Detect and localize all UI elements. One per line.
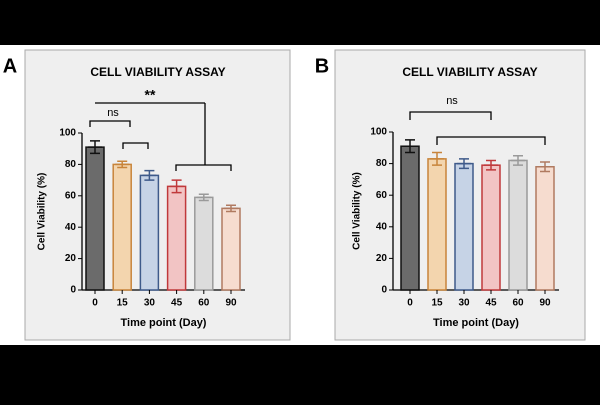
x-axis-label: Time point (Day) [433,317,519,329]
error-bar [457,158,471,170]
significance-bracket [436,136,546,145]
bar [139,174,160,291]
significance-label: ns [107,107,119,119]
y-tick-label: 0 [70,285,76,296]
error-bar [511,154,525,166]
x-tick-label: 0 [92,298,98,309]
error-bar [538,161,552,173]
y-tick-label: 0 [381,285,387,296]
x-tick-label: 45 [485,298,497,309]
bar [85,146,105,291]
bar [535,166,555,291]
error-bar [115,160,130,169]
panel-label: A [3,55,17,77]
x-tick-label: 60 [512,298,524,309]
error-bar [196,193,211,202]
bar [166,185,187,291]
significance-bracket [89,120,131,127]
panel-label: B [315,55,329,77]
x-tick-label: 90 [539,298,551,309]
y-tick-label: 100 [59,128,76,139]
x-tick-label: 15 [431,298,443,309]
error-bar [224,204,238,213]
chart-title: CELL VIABILITY ASSAY [402,65,537,79]
x-tick-label: 90 [225,298,237,309]
bar [194,196,214,291]
x-tick-label: 60 [198,298,210,309]
y-tick-label: 80 [65,159,77,170]
significance-bracket [175,164,232,171]
significance-bracket [409,111,492,120]
significance-label: ns [446,95,458,107]
x-tick-label: 0 [407,298,413,309]
y-tick-label: 40 [376,221,388,232]
y-tick-label: 20 [65,253,77,264]
x-tick-label: 30 [458,298,470,309]
error-bar [169,179,184,194]
x-tick-label: 45 [171,298,183,309]
x-tick-label: 30 [144,298,156,309]
error-bar [88,140,102,155]
error-bar [430,151,444,166]
x-axis-label: Time point (Day) [121,317,207,329]
y-tick-label: 80 [376,158,388,169]
y-axis-label: Cell Viability (%) [37,173,48,251]
bar [112,163,132,291]
bar [481,164,501,291]
bar [454,162,474,291]
y-axis-label: Cell Viability (%) [352,172,363,250]
significance-label: ** [145,87,156,103]
y-tick-label: 60 [65,190,77,201]
y-tick-label: 60 [376,190,388,201]
error-bar [142,169,157,181]
bar [221,207,241,291]
bar [400,145,420,291]
significance-bracket [122,142,149,149]
error-bar [403,139,417,154]
chart-title: CELL VIABILITY ASSAY [90,65,225,79]
bar [427,158,447,291]
y-tick-label: 100 [370,127,387,138]
y-tick-label: 20 [376,253,388,264]
bar [508,159,528,291]
error-bar [484,159,498,171]
x-tick-label: 15 [117,298,129,309]
y-tick-label: 40 [65,222,77,233]
